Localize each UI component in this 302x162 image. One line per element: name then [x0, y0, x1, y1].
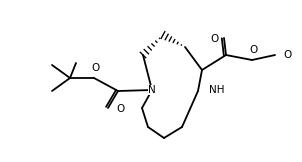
Text: O: O [116, 104, 124, 114]
Text: O: O [283, 50, 291, 60]
Text: NH: NH [209, 85, 224, 95]
Text: N: N [148, 85, 156, 95]
Text: O: O [91, 63, 99, 73]
Text: O: O [211, 34, 219, 44]
Text: O: O [249, 45, 257, 55]
